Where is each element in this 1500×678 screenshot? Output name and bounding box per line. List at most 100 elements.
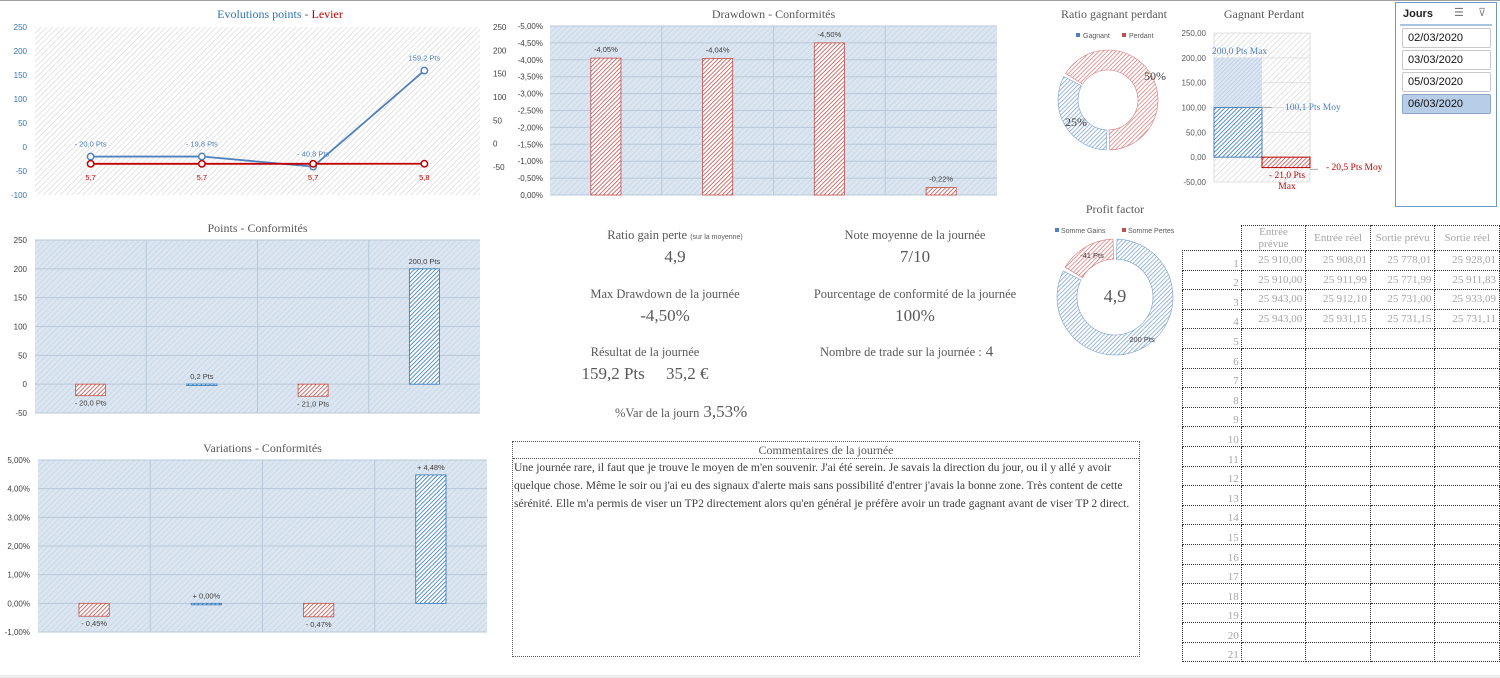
table-cell[interactable] [1434, 465, 1500, 487]
y-tick-label: 0,00 [1190, 153, 1206, 162]
table-cell[interactable] [1434, 485, 1500, 506]
table-cell[interactable] [1305, 583, 1371, 604]
table-cell[interactable] [1434, 328, 1500, 349]
table-cell[interactable] [1305, 504, 1371, 526]
table-cell[interactable] [1240, 328, 1307, 349]
table-cell[interactable]: 25 943,00 [1240, 289, 1307, 310]
table-cell[interactable] [1305, 328, 1371, 349]
table-cell[interactable] [1369, 367, 1436, 389]
table-cell[interactable] [1369, 406, 1436, 428]
table-cell[interactable] [1305, 347, 1371, 369]
table-cell[interactable] [1434, 583, 1500, 604]
table-cell[interactable] [1434, 347, 1500, 369]
table-cell[interactable] [1369, 622, 1436, 643]
table-cell[interactable] [1240, 445, 1307, 467]
table-cell[interactable] [1305, 485, 1371, 506]
table-cell[interactable] [1369, 387, 1436, 408]
table-cell[interactable] [1240, 465, 1307, 487]
table-cell[interactable] [1434, 641, 1500, 663]
table-cell[interactable] [1305, 524, 1371, 545]
slicer-item[interactable]: 03/03/2020 [1402, 50, 1491, 70]
table-cell[interactable] [1434, 622, 1500, 643]
table-cell[interactable] [1369, 641, 1436, 663]
table-cell[interactable] [1369, 485, 1436, 506]
table-cell[interactable] [1434, 367, 1500, 389]
table-cell[interactable]: 25 943,00 [1240, 308, 1307, 330]
table-cell[interactable] [1240, 367, 1307, 389]
table-cell[interactable] [1305, 543, 1371, 565]
table-cell[interactable] [1369, 602, 1436, 624]
table-cell[interactable] [1240, 426, 1307, 447]
table-cell[interactable] [1369, 524, 1436, 545]
table-cell[interactable] [1369, 445, 1436, 467]
table-cell[interactable] [1240, 347, 1307, 369]
table-cell[interactable] [1305, 406, 1371, 428]
table-cell[interactable] [1305, 426, 1371, 447]
table-cell[interactable] [1369, 563, 1436, 585]
table-cell[interactable] [1305, 367, 1371, 389]
table-cell[interactable] [1434, 524, 1500, 545]
table-cell[interactable] [1369, 543, 1436, 565]
table-cell[interactable] [1369, 347, 1436, 369]
table-cell[interactable]: 25 731,00 [1369, 289, 1436, 310]
clear-filter-icon[interactable]: ⊽ [1478, 7, 1487, 19]
table-cell[interactable]: 25 933,09 [1434, 289, 1500, 310]
table-cell[interactable] [1240, 622, 1307, 643]
table-cell[interactable] [1369, 426, 1436, 447]
table-cell[interactable] [1240, 563, 1307, 585]
table-cell[interactable]: 25 928,01 [1434, 250, 1500, 271]
table-cell[interactable] [1305, 563, 1371, 585]
slicer-item[interactable]: 05/03/2020 [1402, 72, 1491, 92]
table-cell[interactable] [1240, 504, 1307, 526]
y-tick-label: 100 [14, 323, 28, 332]
table-cell[interactable] [1305, 465, 1371, 487]
table-cell[interactable] [1240, 602, 1307, 624]
table-cell[interactable] [1240, 543, 1307, 565]
y2-tick-label: 200 [493, 46, 507, 55]
table-cell[interactable] [1240, 583, 1307, 604]
table-cell[interactable] [1305, 387, 1371, 408]
y2-tick-label: 50 [493, 116, 502, 125]
y-tick-label: 250 [14, 236, 28, 245]
table-cell[interactable]: 25 910,00 [1240, 269, 1307, 291]
table-cell[interactable]: 25 910,00 [1240, 250, 1307, 271]
table-cell[interactable] [1434, 426, 1500, 447]
table-cell[interactable] [1434, 543, 1500, 565]
table-cell[interactable]: 25 731,11 [1434, 308, 1500, 330]
table-cell[interactable] [1369, 465, 1436, 487]
table-cell[interactable] [1305, 622, 1371, 643]
table-cell[interactable] [1434, 445, 1500, 467]
table-cell[interactable]: 25 771,99 [1369, 269, 1436, 291]
table-cell[interactable] [1369, 504, 1436, 526]
table-cell[interactable]: 25 778,01 [1369, 250, 1436, 271]
table-cell[interactable] [1434, 563, 1500, 585]
data-label: - 21,0 Pts [297, 399, 329, 408]
multi-select-icon[interactable]: ☰ [1454, 7, 1464, 19]
table-cell[interactable] [1434, 602, 1500, 624]
table-cell[interactable] [1305, 602, 1371, 624]
table-cell[interactable]: 25 908,01 [1305, 250, 1371, 271]
slicer-item[interactable]: 02/03/2020 [1402, 28, 1491, 48]
table-cell[interactable] [1305, 641, 1371, 663]
comments-text[interactable]: Une journée rare, il faut que je trouve … [514, 461, 1130, 510]
table-cell[interactable] [1434, 504, 1500, 526]
table-cell[interactable] [1369, 328, 1436, 349]
table-cell[interactable] [1240, 524, 1307, 545]
table-cell[interactable] [1240, 387, 1307, 408]
table-cell[interactable] [1240, 485, 1307, 506]
table-cell[interactable]: 25 911,99 [1305, 269, 1371, 291]
table-cell[interactable]: 25 912,10 [1305, 289, 1371, 310]
table-cell[interactable] [1434, 406, 1500, 428]
table-cell[interactable]: 25 931,15 [1305, 308, 1371, 330]
table-cell[interactable] [1240, 406, 1307, 428]
legend-swatch-perdant [1122, 33, 1126, 37]
comments-box[interactable]: Commentaires de la journée Une journée r… [512, 441, 1140, 657]
table-cell[interactable] [1434, 387, 1500, 408]
comments-title: Commentaires de la journée [513, 442, 1139, 459]
table-cell[interactable] [1240, 641, 1307, 663]
table-cell[interactable] [1305, 445, 1371, 467]
table-cell[interactable] [1369, 583, 1436, 604]
table-cell[interactable]: 25 731,15 [1369, 308, 1436, 330]
slicer-item[interactable]: 06/03/2020 [1402, 94, 1491, 114]
table-cell[interactable]: 25 911,83 [1434, 269, 1500, 291]
